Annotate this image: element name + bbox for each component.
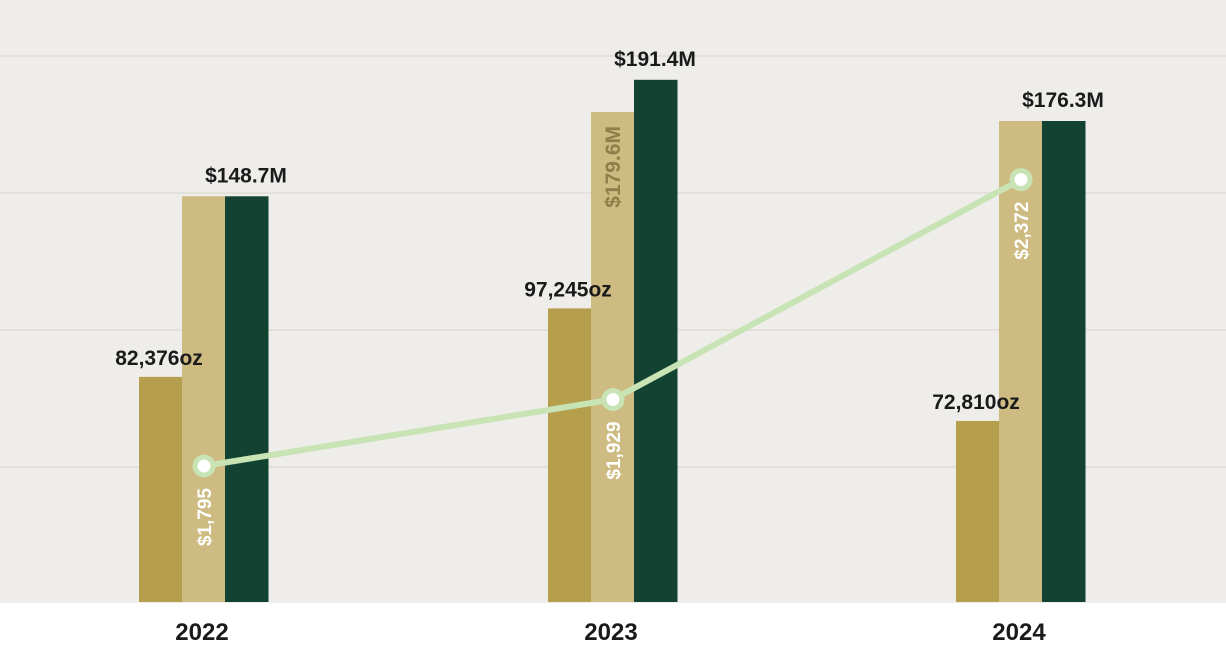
bar-series-3-2023 xyxy=(634,79,678,602)
x-tick-label-2023: 2023 xyxy=(584,619,637,646)
bar-series-2-2024 xyxy=(999,121,1043,603)
bar-series-1-2022 xyxy=(139,376,183,602)
inner-label-secondary-2023: $179.6M xyxy=(602,126,625,208)
value-label-ounces-2023: 97,245oz xyxy=(524,278,612,301)
bar-series-1-2024 xyxy=(956,420,1000,602)
price-label-2022: $1,795 xyxy=(195,488,216,547)
price-label-2023: $1,929 xyxy=(604,421,625,479)
bar-series-2-2022 xyxy=(182,196,226,602)
price-point-2023 xyxy=(601,387,625,411)
value-label-ounces-2024: 72,810oz xyxy=(932,391,1020,414)
price-point-2024 xyxy=(1009,168,1033,192)
x-tick-label-2024: 2024 xyxy=(992,619,1046,646)
x-tick-label-2022: 2022 xyxy=(175,619,228,646)
value-label-revenue-2024: $176.3M xyxy=(1022,89,1104,112)
bar-series-3-2024 xyxy=(1042,121,1086,603)
value-label-revenue-2023: $191.4M xyxy=(614,48,696,71)
bar-series-3-2022 xyxy=(225,196,269,602)
value-label-revenue-2022: $148.7M xyxy=(205,164,287,187)
price-label-2024: $2,372 xyxy=(1012,202,1033,260)
bar-series-2-2023 xyxy=(591,111,635,603)
inner-label-group: $179.6M xyxy=(602,126,625,208)
price-point-2022 xyxy=(192,454,216,478)
bar-series-1-2023 xyxy=(548,308,592,602)
price-label-group: $1,929 xyxy=(604,421,625,479)
price-label-group: $2,372 xyxy=(1012,202,1033,260)
price-label-group: $1,795 xyxy=(195,488,216,547)
value-label-ounces-2022: 82,376oz xyxy=(115,347,203,370)
